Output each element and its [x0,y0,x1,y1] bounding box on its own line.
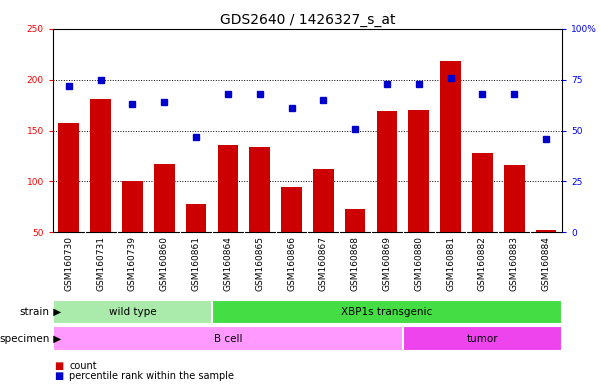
Text: ▶: ▶ [50,307,61,317]
Text: GSM160731: GSM160731 [96,236,105,291]
Text: XBP1s transgenic: XBP1s transgenic [341,307,433,317]
Bar [218,145,238,232]
Bar [186,204,206,232]
Text: ▶: ▶ [50,334,61,344]
Text: specimen: specimen [0,334,50,344]
Bar [313,169,334,232]
Bar [212,300,562,324]
Text: GSM160882: GSM160882 [478,236,487,291]
Bar [377,111,397,232]
Text: percentile rank within the sample: percentile rank within the sample [69,371,234,381]
Text: GSM160730: GSM160730 [64,236,73,291]
Text: GSM160880: GSM160880 [414,236,423,291]
Bar [345,209,365,232]
Bar [472,153,493,232]
Text: GSM160868: GSM160868 [350,236,359,291]
Text: GSM160865: GSM160865 [255,236,264,291]
Text: ■: ■ [54,371,63,381]
Bar [403,326,562,351]
Text: strain: strain [20,307,50,317]
Text: GSM160869: GSM160869 [382,236,391,291]
Text: GSM160860: GSM160860 [160,236,169,291]
Text: GSM160881: GSM160881 [446,236,455,291]
Bar [249,147,270,232]
Text: count: count [69,361,97,371]
Bar [441,61,461,232]
Bar [53,326,403,351]
Text: GSM160864: GSM160864 [224,236,233,291]
Bar [535,230,557,232]
Text: GSM160867: GSM160867 [319,236,328,291]
Bar [53,300,212,324]
Bar [58,123,79,232]
Text: wild type: wild type [109,307,156,317]
Bar [281,187,302,232]
Bar [90,99,111,232]
Text: GSM160866: GSM160866 [287,236,296,291]
Text: GSM160739: GSM160739 [128,236,137,291]
Bar [122,181,143,232]
Text: tumor: tumor [466,334,498,344]
Text: GSM160861: GSM160861 [192,236,201,291]
Text: GSM160883: GSM160883 [510,236,519,291]
Bar [154,164,174,232]
Text: B cell: B cell [213,334,242,344]
Text: GDS2640 / 1426327_s_at: GDS2640 / 1426327_s_at [219,13,395,27]
Text: GSM160884: GSM160884 [542,236,551,291]
Text: ■: ■ [54,361,63,371]
Bar [504,165,525,232]
Bar [409,110,429,232]
